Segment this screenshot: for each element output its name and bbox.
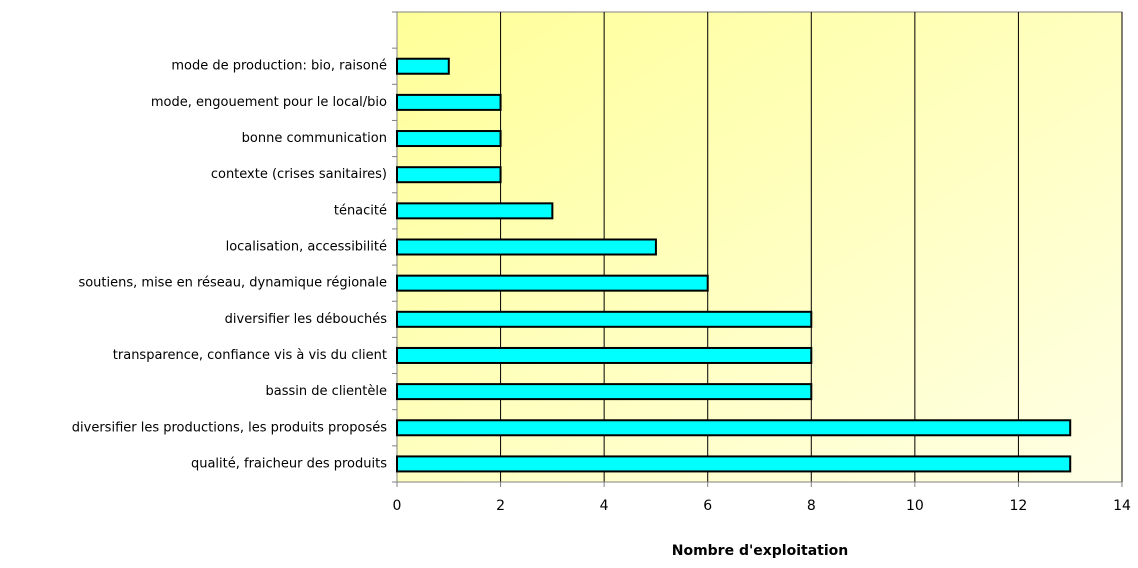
bar: [396, 130, 502, 148]
y-tick-label: bonne communication: [242, 131, 387, 146]
y-tick-label: diversifier les débouchés: [225, 312, 388, 327]
x-tick-label: 6: [703, 498, 712, 514]
y-tick-label: ténacité: [334, 203, 387, 218]
x-tick-label: 10: [906, 498, 924, 514]
bar: [396, 419, 1072, 437]
y-tick-label: mode de production: bio, raisoné: [171, 59, 387, 74]
bar: [396, 238, 657, 256]
y-tick-label: bassin de clientèle: [266, 384, 387, 399]
x-tick-label: 0: [393, 498, 402, 514]
y-tick-label: diversifier les productions, les produit…: [72, 420, 387, 435]
x-axis-label: Nombre d'exploitation: [672, 543, 849, 559]
x-tick-label: 12: [1010, 498, 1028, 514]
bar: [396, 166, 502, 184]
bar: [396, 455, 1072, 473]
bar: [396, 202, 554, 220]
x-tick-label: 14: [1113, 498, 1131, 514]
y-tick-label: localisation, accessibilité: [226, 240, 387, 255]
x-tick-label: 2: [496, 498, 505, 514]
y-tick-label: contexte (crises sanitaires): [211, 167, 387, 182]
x-tick-label: 4: [600, 498, 609, 514]
bar: [396, 383, 813, 401]
bar: [396, 346, 813, 364]
bar: [396, 310, 813, 328]
bar: [396, 93, 502, 111]
bar: [396, 57, 450, 75]
bar: [396, 274, 709, 292]
y-tick-label: mode, engouement pour le local/bio: [151, 95, 387, 110]
y-tick-label: qualité, fraicheur des produits: [191, 456, 387, 471]
y-tick-label: soutiens, mise en réseau, dynamique régi…: [78, 276, 387, 291]
x-tick-label: 8: [807, 498, 816, 514]
y-tick-label: transparence, confiance vis à vis du cli…: [113, 348, 387, 363]
